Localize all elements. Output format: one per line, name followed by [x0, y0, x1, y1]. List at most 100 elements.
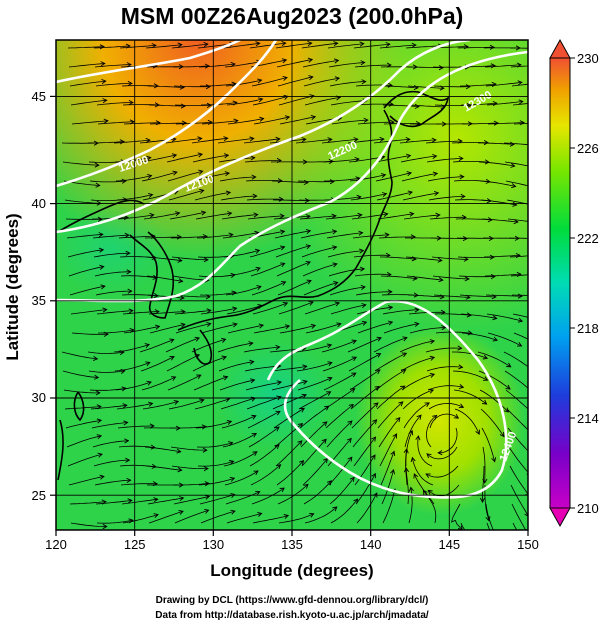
streamline-arrowhead [432, 171, 439, 177]
streamline [484, 484, 490, 521]
streamline-arrowhead [405, 136, 411, 143]
streamline [347, 138, 384, 144]
streamline-arrowhead [458, 155, 464, 162]
contour-12100 [56, 40, 278, 188]
streamline [457, 256, 495, 258]
streamline-arrowhead [169, 338, 175, 344]
streamline-arrowhead [206, 321, 212, 327]
streamline-arrowhead [258, 323, 265, 329]
streamline [406, 66, 444, 69]
streamline [92, 234, 129, 239]
streamline-arrowhead [153, 497, 159, 503]
streamline [277, 280, 312, 296]
streamline [271, 380, 308, 391]
streamline-arrowhead [323, 457, 329, 464]
y-tick-label: 30 [32, 390, 46, 405]
streamline [349, 369, 381, 391]
streamline [140, 356, 175, 372]
streamline [218, 361, 254, 372]
streamline [114, 362, 150, 372]
streamline-arrowhead [222, 375, 229, 381]
streamline-arrowhead [375, 369, 381, 375]
streamline [425, 347, 462, 353]
streamline [509, 465, 528, 495]
streamline [166, 153, 203, 163]
colorbar-label: 222 [577, 231, 599, 246]
streamline-arrowhead [301, 137, 307, 143]
streamline [480, 408, 505, 437]
coastline-kyushu [193, 329, 213, 365]
streamline-arrowhead [154, 324, 161, 330]
streamline-arrowhead [321, 438, 327, 444]
streamline-arrowhead [229, 476, 236, 482]
streamline-arrowhead [276, 395, 282, 401]
x-tick-label: 150 [517, 537, 539, 552]
streamline-arrowhead [179, 496, 185, 502]
x-tick-label: 135 [281, 537, 303, 552]
streamline-arrowhead [426, 453, 432, 459]
streamline [323, 372, 356, 391]
streamline [246, 396, 282, 410]
streamline [405, 45, 442, 49]
streamline [274, 230, 311, 239]
streamline [381, 469, 394, 505]
streamline [350, 193, 387, 201]
streamline [217, 138, 254, 144]
streamline [170, 235, 208, 239]
streamline-arrowhead [465, 84, 471, 90]
streamline-arrowhead [94, 374, 100, 380]
streamline-arrowhead [415, 435, 421, 441]
streamline-arrowhead [431, 137, 437, 143]
streamline [69, 80, 106, 87]
streamline-arrowhead [334, 76, 341, 82]
streamline [62, 161, 99, 166]
streamline [278, 301, 314, 315]
streamline-arrowhead [225, 190, 232, 196]
streamline [438, 427, 458, 454]
streamline [123, 122, 161, 125]
streamline [352, 419, 377, 448]
streamline-arrowhead [347, 456, 353, 462]
streamline-arrowhead [529, 389, 533, 393]
streamline-arrowhead [232, 322, 238, 328]
streamline [503, 142, 528, 146]
streamline [374, 352, 407, 372]
streamline [222, 433, 257, 448]
streamline [87, 141, 125, 144]
streamline-arrowhead [99, 264, 105, 270]
streamline [148, 104, 186, 107]
streamline [149, 122, 187, 125]
streamline [174, 509, 209, 524]
streamline [227, 324, 264, 334]
streamline-arrowhead [176, 234, 182, 240]
streamline-arrowhead [92, 355, 99, 362]
streamline-arrowhead [206, 308, 212, 314]
streamline [486, 101, 523, 106]
streamline-arrowhead [466, 103, 472, 109]
streamline [252, 515, 289, 524]
streamline-arrowhead [505, 384, 511, 390]
streamline [94, 479, 131, 486]
streamline-arrowhead [97, 216, 103, 222]
streamline-arrowhead [144, 343, 150, 349]
streamline-arrowhead [228, 232, 234, 238]
streamline-arrowhead [253, 212, 259, 218]
streamline-arrowhead [478, 547, 482, 551]
streamline-arrowhead [194, 336, 200, 342]
streamline-arrowhead [371, 436, 377, 442]
streamline [322, 356, 357, 372]
x-tick-label: 140 [360, 537, 382, 552]
streamline-arrowhead [148, 401, 154, 407]
colorbar-label: 218 [577, 321, 599, 336]
streamline [355, 473, 376, 505]
streamline [478, 161, 515, 167]
streamline-arrowhead [121, 178, 127, 184]
streamline-arrowhead [100, 61, 106, 67]
streamline [243, 138, 280, 144]
streamline-arrowhead [204, 63, 210, 69]
streamline-arrowhead [169, 355, 175, 361]
streamline [140, 154, 177, 163]
streamline-arrowhead [400, 385, 406, 391]
streamline [479, 389, 509, 413]
streamline [117, 214, 154, 220]
